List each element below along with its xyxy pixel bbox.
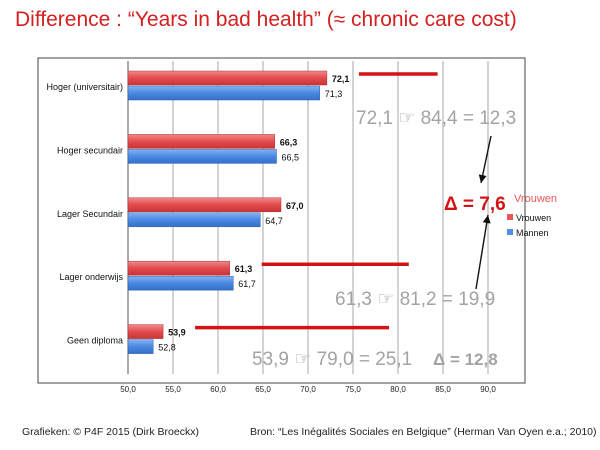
delta-vrouwen: Δ = 7,6	[444, 194, 506, 215]
legend-entry: Mannen	[516, 228, 549, 238]
data-label: 66,3	[280, 137, 298, 147]
data-label: 61,7	[238, 279, 256, 289]
data-label: 61,3	[235, 264, 253, 274]
equation-text: 72,1 ☞ 84,4 = 12,3	[356, 108, 516, 129]
data-label: 67,0	[286, 201, 304, 211]
x-tick-label: 55,0	[165, 385, 181, 394]
arrow-up	[475, 214, 489, 290]
y-category-label: Lager Secundair	[57, 209, 123, 219]
equation-text: 61,3 ☞ 81,2 = 19,9	[335, 289, 495, 310]
legend-entry: Vrouwen	[516, 213, 551, 223]
arrow-down	[480, 135, 492, 184]
bar-vrouwen	[127, 70, 328, 86]
bar-mannen	[127, 339, 154, 354]
arrow-down-head	[478, 174, 487, 183]
x-tick-label: 50,0	[120, 385, 136, 394]
x-tick-label: 80,0	[390, 385, 406, 394]
footer-credit: Grafieken: © P4F 2015 (Dirk Broeckx)	[22, 426, 199, 438]
x-tick-label: 65,0	[255, 385, 271, 394]
x-tick-label: 90,0	[480, 385, 496, 394]
bar-vrouwen	[127, 260, 230, 276]
y-category-label: Hoger (universitair)	[46, 82, 123, 92]
data-label: 64,7	[265, 216, 283, 226]
arrow-up-head	[482, 215, 491, 224]
delta-total: Δ = 12,8	[433, 350, 498, 369]
bar-vrouwen	[127, 324, 164, 339]
data-label: 66,5	[282, 152, 300, 162]
data-label: 72,1	[332, 74, 350, 84]
x-tick-label: 60,0	[210, 385, 226, 394]
delta-vrouwen-label: Vrouwen	[514, 193, 557, 205]
y-category-label: Hoger secundair	[57, 145, 123, 155]
page-title: Difference : “Years in bad health” (≈ ch…	[15, 8, 517, 31]
data-label: 52,8	[158, 343, 176, 353]
x-tick-label: 85,0	[435, 385, 451, 394]
x-tick-label: 70,0	[300, 385, 316, 394]
data-label: 71,3	[325, 89, 343, 99]
bar-mannen	[127, 212, 261, 228]
data-label: 53,9	[168, 328, 186, 338]
y-category-label: Lager onderwijs	[59, 272, 123, 282]
bar-mannen	[127, 149, 277, 164]
x-tick-label: 75,0	[345, 385, 361, 394]
legend-swatch	[507, 214, 513, 220]
footer-source: Bron: “Les Inégalités Sociales en Belgiq…	[250, 426, 597, 438]
bar-vrouwen	[127, 197, 282, 213]
bar-mannen	[127, 275, 234, 291]
bar-vrouwen	[127, 134, 275, 149]
y-category-label: Geen diploma	[67, 336, 123, 346]
bar-mannen	[127, 85, 320, 101]
equation-text: 53,9 ☞ 79,0 = 25,1	[252, 349, 412, 370]
legend-swatch	[507, 229, 513, 235]
